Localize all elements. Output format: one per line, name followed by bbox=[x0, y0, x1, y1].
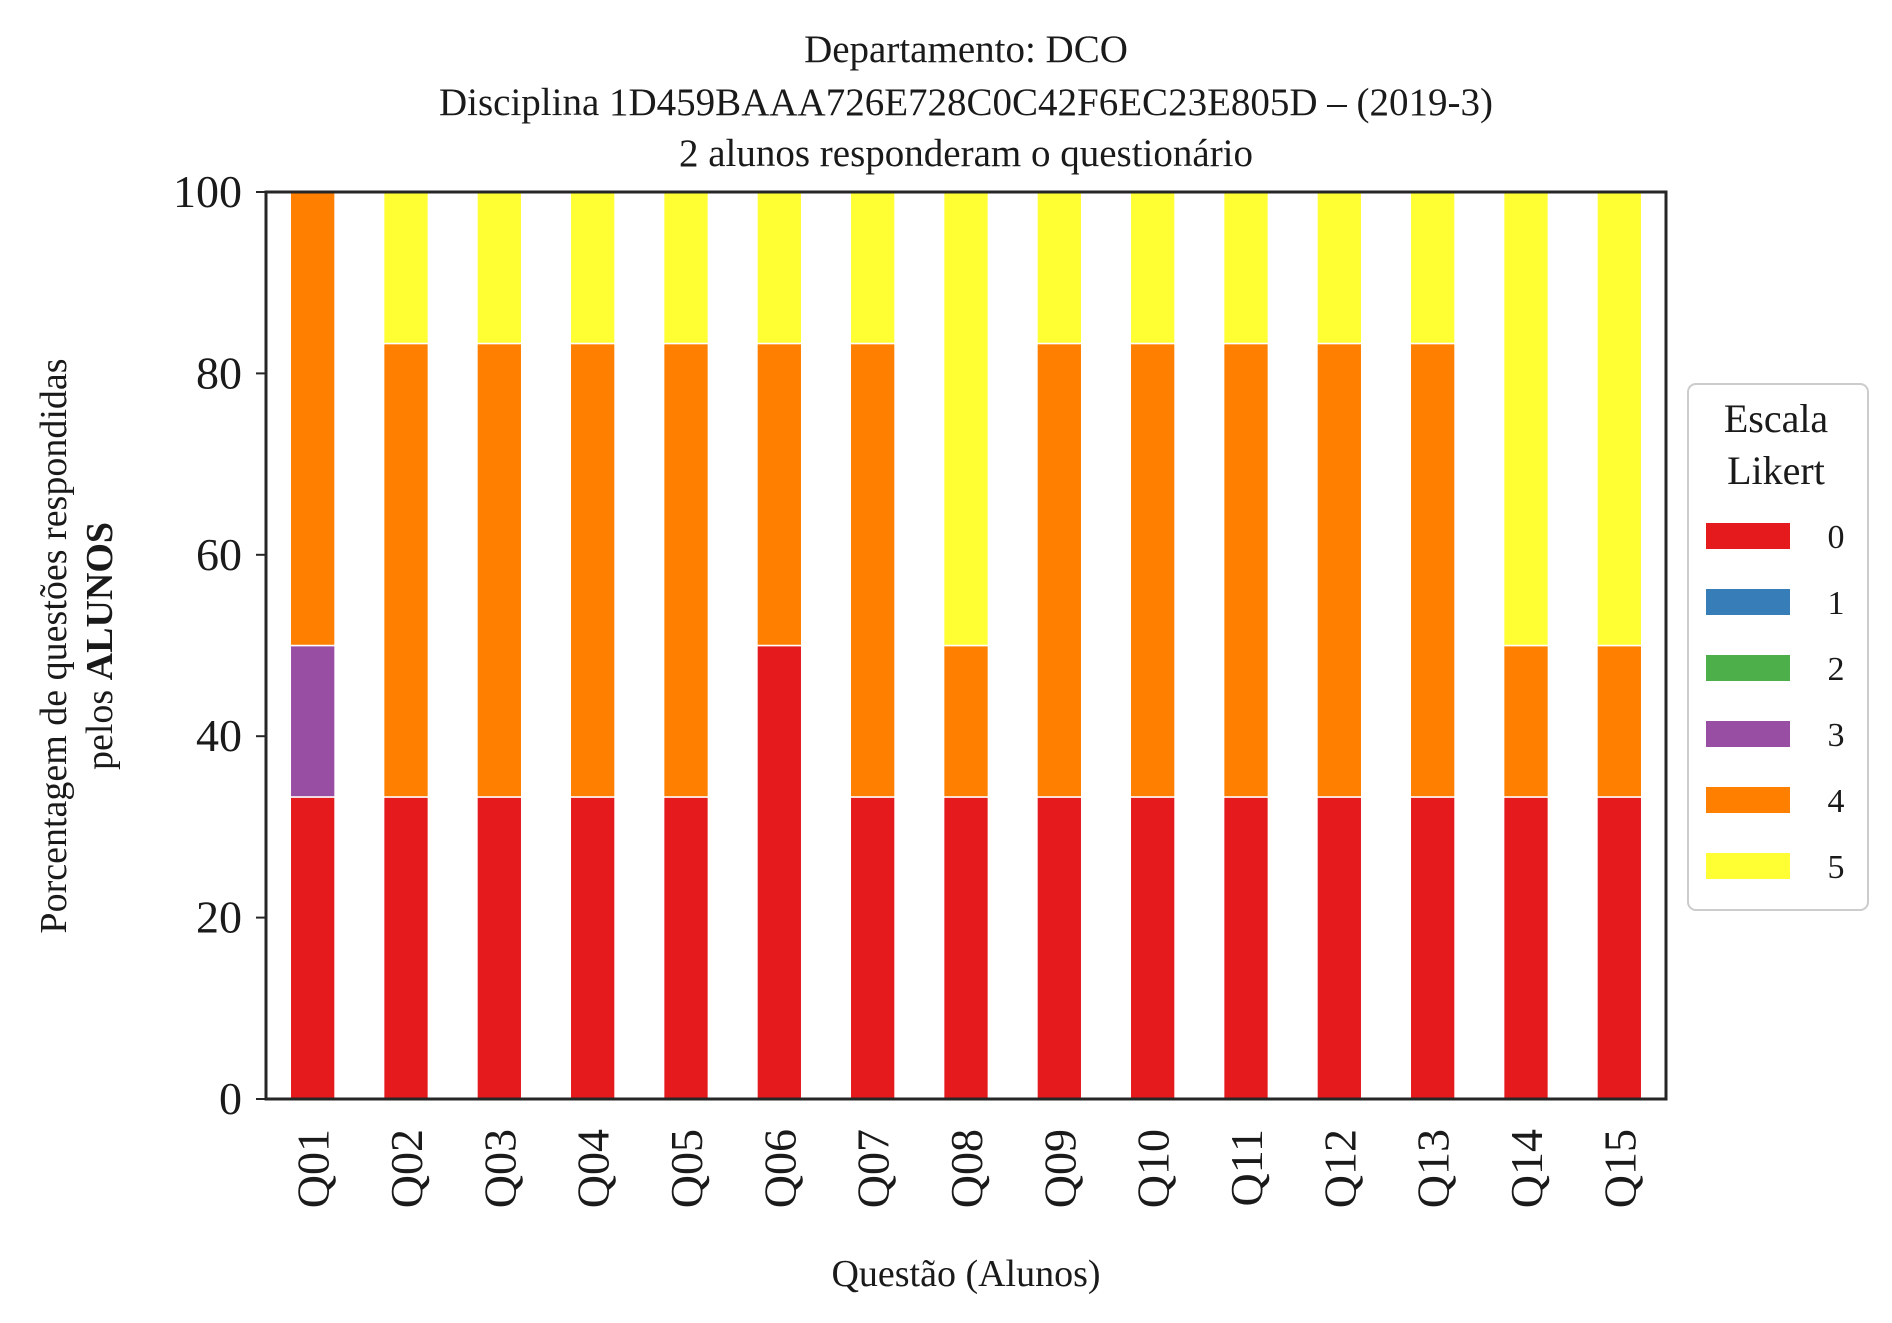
legend-label-5: 5 bbox=[1828, 849, 1845, 886]
bar-segment-Q15-scale-0 bbox=[1596, 796, 1643, 1100]
bar-segment-Q11-scale-4 bbox=[1222, 342, 1270, 798]
x-tick-label: Q11 bbox=[1221, 1129, 1272, 1207]
y-axis-label-line-1: Porcentagem de questões respondidas bbox=[33, 358, 75, 933]
y-axis-label: Porcentagem de questões respondidas pelo… bbox=[33, 358, 121, 933]
legend-title-line-1: Escala bbox=[1724, 396, 1829, 441]
bar-segment-Q08-scale-5 bbox=[942, 191, 990, 647]
bar-segment-Q06-scale-5 bbox=[756, 191, 803, 345]
bar-segment-Q09-scale-5 bbox=[1036, 191, 1083, 345]
y-axis-ticks: 0 20 40 60 80 100 bbox=[173, 166, 266, 1124]
y-tick-label: 20 bbox=[196, 892, 242, 943]
bar-segment-Q02-scale-5 bbox=[382, 191, 430, 345]
bar-segment-Q08-scale-4 bbox=[942, 644, 990, 798]
bar-segment-Q14-scale-0 bbox=[1502, 796, 1550, 1100]
chart-title-line-2: Disciplina 1D459BAAA726E728C0C42F6EC23E8… bbox=[439, 81, 1493, 124]
legend-swatch-1 bbox=[1706, 589, 1790, 615]
bar-segment-Q09-scale-4 bbox=[1036, 342, 1083, 798]
chart-title-line-3: 2 alunos responderam o questionário bbox=[679, 132, 1253, 175]
legend-swatch-3 bbox=[1706, 721, 1790, 747]
x-tick-label: Q14 bbox=[1501, 1129, 1552, 1208]
legend-label-1: 1 bbox=[1828, 585, 1845, 622]
plot-area-frame bbox=[264, 190, 1668, 1101]
x-axis-ticks: Q01 Q02 Q03 Q04 Q05 Q06 Q07 Q08 Q09 Q10 Q11 Q12 Q13 Q… bbox=[288, 1129, 1646, 1208]
x-tick-label: Q06 bbox=[754, 1129, 805, 1208]
bar-segment-Q14-scale-4 bbox=[1502, 644, 1550, 798]
x-tick-label: Q08 bbox=[941, 1129, 992, 1208]
bar-segment-Q04-scale-4 bbox=[569, 342, 616, 798]
bar-segment-Q12-scale-5 bbox=[1316, 191, 1363, 345]
bar-segment-Q03-scale-4 bbox=[476, 342, 523, 798]
x-tick-label: Q04 bbox=[568, 1129, 619, 1208]
x-tick-label: Q09 bbox=[1034, 1129, 1085, 1208]
x-tick-label: Q02 bbox=[381, 1129, 432, 1208]
x-axis-label: Questão (Alunos) bbox=[831, 1253, 1100, 1295]
bar-segment-Q07-scale-0 bbox=[849, 796, 896, 1100]
bar-segment-Q02-scale-4 bbox=[382, 342, 430, 798]
x-tick-label: Q01 bbox=[288, 1129, 339, 1208]
legend-swatch-0 bbox=[1706, 523, 1790, 549]
bar-segment-Q10-scale-4 bbox=[1129, 342, 1176, 798]
y-tick-label: 0 bbox=[219, 1073, 242, 1124]
bar-segment-Q13-scale-0 bbox=[1409, 796, 1456, 1100]
bar-segment-Q10-scale-5 bbox=[1129, 191, 1176, 345]
x-tick-label: Q15 bbox=[1594, 1129, 1645, 1208]
bar-segment-Q12-scale-4 bbox=[1316, 342, 1363, 798]
legend-label-0: 0 bbox=[1828, 519, 1845, 556]
bar-segment-Q01-scale-3 bbox=[289, 644, 336, 798]
bar-segment-Q05-scale-0 bbox=[662, 796, 710, 1100]
bar-segment-Q09-scale-0 bbox=[1036, 796, 1083, 1100]
bar-segment-Q05-scale-4 bbox=[662, 342, 710, 798]
y-tick-label: 40 bbox=[196, 710, 242, 761]
bar-segment-Q04-scale-0 bbox=[569, 796, 616, 1100]
bar-segment-Q10-scale-0 bbox=[1129, 796, 1176, 1100]
bar-segment-Q06-scale-0 bbox=[756, 644, 803, 1100]
bar-segment-Q03-scale-5 bbox=[476, 191, 523, 345]
legend-title-line-2: Likert bbox=[1727, 448, 1825, 493]
bar-segment-Q11-scale-5 bbox=[1222, 191, 1270, 345]
bar-segment-Q03-scale-0 bbox=[476, 796, 523, 1100]
bar-segment-Q01-scale-4 bbox=[289, 191, 336, 647]
bar-segment-Q14-scale-5 bbox=[1502, 191, 1550, 647]
bar-segment-Q13-scale-5 bbox=[1409, 191, 1456, 345]
legend-swatch-5 bbox=[1706, 853, 1790, 879]
bar-segment-Q13-scale-4 bbox=[1409, 342, 1456, 798]
legend-frame bbox=[1687, 383, 1869, 911]
bar-segment-Q02-scale-0 bbox=[382, 796, 430, 1100]
chart-title: Departamento: DCO Disciplina 1D459BAAA72… bbox=[439, 28, 1493, 175]
bar-segment-Q01-scale-0 bbox=[289, 796, 336, 1100]
bar-segment-Q08-scale-0 bbox=[942, 796, 990, 1100]
bar-segment-Q15-scale-4 bbox=[1596, 644, 1643, 798]
x-tick-label: Q05 bbox=[661, 1129, 712, 1208]
x-tick-label: Q13 bbox=[1408, 1129, 1459, 1208]
bar-segment-Q07-scale-4 bbox=[849, 342, 896, 798]
x-tick-label: Q07 bbox=[848, 1129, 899, 1208]
y-axis-label-line-2: pelos ALUNOS bbox=[79, 522, 121, 770]
y-tick-label: 80 bbox=[196, 347, 242, 398]
x-tick-label: Q03 bbox=[474, 1129, 525, 1208]
bar-segment-Q12-scale-0 bbox=[1316, 796, 1363, 1100]
y-tick-label: 100 bbox=[173, 166, 242, 217]
y-axis-label-normal: pelos bbox=[79, 680, 121, 770]
legend: Escala Likert 0 1 2 3 4 5 bbox=[1687, 383, 1869, 911]
bars-layer bbox=[289, 191, 1643, 1100]
bar-segment-Q07-scale-5 bbox=[849, 191, 896, 345]
legend-label-2: 2 bbox=[1828, 651, 1845, 688]
bar-segment-Q15-scale-5 bbox=[1596, 191, 1643, 647]
legend-swatch-2 bbox=[1706, 655, 1790, 681]
y-tick-label: 60 bbox=[196, 529, 242, 580]
bar-segment-Q11-scale-0 bbox=[1222, 796, 1270, 1100]
y-axis-label-bold: ALUNOS bbox=[79, 522, 121, 680]
legend-label-4: 4 bbox=[1828, 783, 1845, 820]
legend-label-3: 3 bbox=[1828, 717, 1845, 754]
chart-title-line-1: Departamento: DCO bbox=[804, 28, 1128, 71]
legend-items: 0 1 2 3 4 5 bbox=[1706, 519, 1845, 886]
x-tick-label: Q10 bbox=[1128, 1129, 1179, 1208]
legend-swatch-4 bbox=[1706, 787, 1790, 813]
bar-segment-Q04-scale-5 bbox=[569, 191, 616, 345]
bar-segment-Q05-scale-5 bbox=[662, 191, 710, 345]
x-tick-label: Q12 bbox=[1314, 1129, 1365, 1208]
bar-segment-Q06-scale-4 bbox=[756, 342, 803, 647]
